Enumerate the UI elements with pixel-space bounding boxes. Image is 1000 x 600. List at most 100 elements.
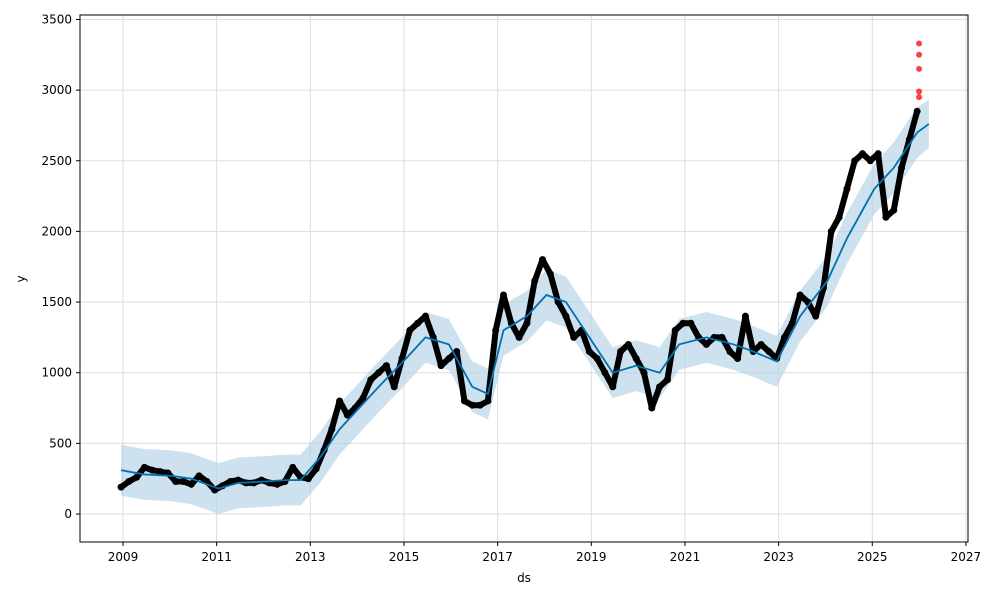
actual-point (882, 213, 890, 221)
actual-point (187, 480, 195, 488)
actual-point (601, 369, 609, 377)
actual-point (312, 465, 320, 473)
actual-point (289, 463, 297, 471)
actual-point (866, 157, 874, 165)
actual-point (913, 107, 921, 115)
x-tick-label: 2013 (295, 550, 326, 564)
actual-point (593, 355, 601, 363)
actual-point (125, 478, 133, 486)
actual-point (390, 383, 398, 391)
actual-point (812, 312, 820, 320)
actual-point (585, 348, 593, 356)
actual-point (796, 291, 804, 299)
actual-point (437, 362, 445, 370)
actual-point (890, 206, 898, 214)
actual-point (336, 397, 344, 405)
y-tick-label: 1000 (41, 366, 72, 380)
x-tick-label: 2021 (670, 550, 701, 564)
actual-point (788, 319, 796, 327)
test-point (916, 51, 923, 58)
actual-point (843, 185, 851, 193)
actual-point (648, 404, 656, 412)
x-tick-label: 2027 (951, 550, 982, 564)
x-tick-label: 2011 (201, 550, 232, 564)
actual-point (414, 319, 422, 327)
actual-point (546, 270, 554, 278)
actual-point (445, 355, 453, 363)
actual-point (140, 463, 148, 471)
x-tick-label: 2023 (763, 550, 794, 564)
actual-point (531, 277, 539, 285)
actual-point (468, 401, 476, 409)
actual-point (367, 376, 375, 384)
actual-point (421, 312, 429, 320)
actual-point (835, 213, 843, 221)
actual-point (562, 312, 570, 320)
actual-point (757, 340, 765, 348)
actual-point (359, 394, 367, 402)
actual-point (679, 319, 687, 327)
actual-point (179, 478, 187, 486)
actual-point (156, 468, 164, 476)
actual-point (851, 157, 859, 165)
x-tick-label: 2019 (576, 550, 607, 564)
y-tick-label: 2000 (41, 224, 72, 238)
axis-ticks: 2009 2011 2013 2015 2017 2019 2021 2023 2025 2027… (41, 12, 981, 564)
x-tick-label: 2017 (482, 550, 513, 564)
y-tick-label: 1500 (41, 295, 72, 309)
actual-point (195, 472, 203, 480)
actual-point (702, 340, 710, 348)
actual-point (234, 476, 242, 484)
actual-point (765, 348, 773, 356)
actual-point (640, 369, 648, 377)
y-axis-label: y (14, 275, 28, 282)
actual-point (656, 383, 664, 391)
actual-point (133, 473, 141, 481)
actual-point (499, 291, 507, 299)
y-tick-label: 0 (64, 507, 72, 521)
actual-point (328, 425, 336, 433)
actual-point (148, 466, 156, 474)
actual-point (343, 411, 351, 419)
actual-point (726, 348, 734, 356)
actual-point (406, 326, 414, 334)
actual-point (484, 397, 492, 405)
actual-point (515, 333, 523, 341)
actual-point (609, 383, 617, 391)
test-point (916, 65, 923, 72)
actual-point (780, 333, 788, 341)
y-tick-label: 3500 (41, 12, 72, 26)
actual-point (492, 326, 500, 334)
actual-point (117, 483, 125, 491)
actual-points (117, 107, 921, 494)
test-points (916, 40, 923, 101)
actual-point (671, 326, 679, 334)
actual-point (453, 348, 461, 356)
actual-point (874, 150, 882, 158)
actual-point (632, 355, 640, 363)
actual-point (819, 284, 827, 292)
actual-point (687, 319, 695, 327)
actual-point (281, 478, 289, 486)
actual-point (304, 475, 312, 483)
test-point (916, 94, 923, 101)
uncertainty-band (121, 99, 929, 514)
actual-point (827, 227, 835, 235)
test-point (916, 88, 923, 95)
actual-point (898, 164, 906, 172)
x-axis-label: ds (517, 571, 531, 585)
forecast-line (120, 123, 930, 490)
plot-frame (79, 14, 969, 543)
actual-point (718, 333, 726, 341)
y-tick-label: 3000 (41, 83, 72, 97)
actual-point (375, 369, 383, 377)
actual-point (382, 362, 390, 370)
x-tick-label: 2009 (108, 550, 139, 564)
actual-point (172, 478, 180, 486)
actual-point (226, 478, 234, 486)
actual-point (539, 256, 547, 264)
actual-point (741, 312, 749, 320)
actual-point (460, 397, 468, 405)
test-point (916, 40, 923, 47)
